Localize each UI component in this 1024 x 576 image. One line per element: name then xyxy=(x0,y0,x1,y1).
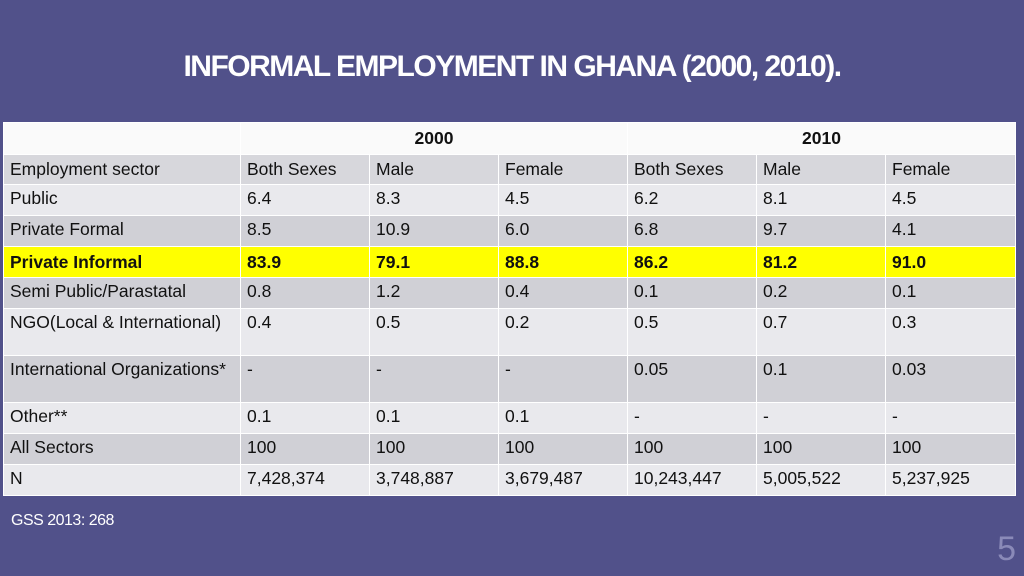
value-cell: - xyxy=(498,355,628,403)
year-2010-header: 2010 xyxy=(627,122,1016,155)
value-cell: 5,005,522 xyxy=(756,464,886,496)
value-cell: 0.5 xyxy=(369,308,499,356)
value-cell: 4.5 xyxy=(498,184,628,216)
value-cell: 0.03 xyxy=(885,355,1016,403)
header-both-sexes-2010: Both Sexes xyxy=(627,154,757,185)
value-cell: 100 xyxy=(369,433,499,465)
highlighted-row: Private Informal 83.9 79.1 88.8 86.2 81.… xyxy=(3,246,1016,278)
value-cell: 0.2 xyxy=(498,308,628,356)
value-cell: - xyxy=(627,402,757,434)
value-cell: 100 xyxy=(240,433,370,465)
value-cell: - xyxy=(240,355,370,403)
value-cell: 6.0 xyxy=(498,215,628,247)
value-cell: 83.9 xyxy=(240,246,370,278)
value-cell: 86.2 xyxy=(627,246,757,278)
value-cell: 88.8 xyxy=(498,246,628,278)
value-cell: 0.1 xyxy=(240,402,370,434)
header-both-sexes-2000: Both Sexes xyxy=(240,154,370,185)
slide-title: INFORMAL EMPLOYMENT IN GHANA (2000, 2010… xyxy=(183,50,842,83)
value-cell: 1.2 xyxy=(369,277,499,309)
table-row: Semi Public/Parastatal 0.8 1.2 0.4 0.1 0… xyxy=(3,277,1016,309)
value-cell: 0.1 xyxy=(627,277,757,309)
value-cell: 9.7 xyxy=(756,215,886,247)
value-cell: 7,428,374 xyxy=(240,464,370,496)
value-cell: 0.1 xyxy=(498,402,628,434)
slide-number: 5 xyxy=(997,530,1016,568)
value-cell: 6.8 xyxy=(627,215,757,247)
value-cell: 10,243,447 xyxy=(627,464,757,496)
column-header-row: Employment sector Both Sexes Male Female… xyxy=(3,154,1016,185)
value-cell: 5,237,925 xyxy=(885,464,1016,496)
value-cell: - xyxy=(369,355,499,403)
value-cell: 10.9 xyxy=(369,215,499,247)
sector-cell: Private Informal xyxy=(3,246,241,278)
table-row: International Organizations* - - - 0.05 … xyxy=(3,355,1016,403)
header-male-2010: Male xyxy=(756,154,886,185)
table-row: Private Formal 8.5 10.9 6.0 6.8 9.7 4.1 xyxy=(3,215,1016,247)
header-female-2000: Female xyxy=(498,154,628,185)
header-sector: Employment sector xyxy=(3,154,241,185)
table-row: NGO(Local & International) 0.4 0.5 0.2 0… xyxy=(3,308,1016,356)
value-cell: 0.5 xyxy=(627,308,757,356)
value-cell: 100 xyxy=(756,433,886,465)
sector-cell: NGO(Local & International) xyxy=(3,308,241,356)
value-cell: 81.2 xyxy=(756,246,886,278)
value-cell: 0.1 xyxy=(369,402,499,434)
value-cell: 79.1 xyxy=(369,246,499,278)
value-cell: 0.1 xyxy=(885,277,1016,309)
table-row: N 7,428,374 3,748,887 3,679,487 10,243,4… xyxy=(3,464,1016,496)
year-2000-header: 2000 xyxy=(240,122,628,155)
value-cell: 6.4 xyxy=(240,184,370,216)
table-row: All Sectors 100 100 100 100 100 100 xyxy=(3,433,1016,465)
value-cell: 0.1 xyxy=(756,355,886,403)
value-cell: 8.5 xyxy=(240,215,370,247)
year-header-row: 2000 2010 xyxy=(3,122,1016,155)
value-cell: 3,748,887 xyxy=(369,464,499,496)
table-row: Public 6.4 8.3 4.5 6.2 8.1 4.5 xyxy=(3,184,1016,216)
value-cell: - xyxy=(885,402,1016,434)
value-cell: 0.4 xyxy=(498,277,628,309)
value-cell: 8.1 xyxy=(756,184,886,216)
header-male-2000: Male xyxy=(369,154,499,185)
value-cell: 0.3 xyxy=(885,308,1016,356)
employment-table: 2000 2010 Employment sector Both Sexes M… xyxy=(3,122,1016,496)
sector-cell: Other** xyxy=(3,402,241,434)
sector-cell: Private Formal xyxy=(3,215,241,247)
value-cell: 0.7 xyxy=(756,308,886,356)
value-cell: - xyxy=(756,402,886,434)
blank-corner-cell xyxy=(3,122,241,155)
sector-cell: Semi Public/Parastatal xyxy=(3,277,241,309)
table-row: Other** 0.1 0.1 0.1 - - - xyxy=(3,402,1016,434)
value-cell: 4.5 xyxy=(885,184,1016,216)
value-cell: 0.05 xyxy=(627,355,757,403)
value-cell: 0.8 xyxy=(240,277,370,309)
value-cell: 8.3 xyxy=(369,184,499,216)
sector-cell: Public xyxy=(3,184,241,216)
value-cell: 91.0 xyxy=(885,246,1016,278)
value-cell: 100 xyxy=(498,433,628,465)
value-cell: 100 xyxy=(885,433,1016,465)
value-cell: 3,679,487 xyxy=(498,464,628,496)
sector-cell: N xyxy=(3,464,241,496)
value-cell: 4.1 xyxy=(885,215,1016,247)
value-cell: 6.2 xyxy=(627,184,757,216)
value-cell: 0.4 xyxy=(240,308,370,356)
value-cell: 0.2 xyxy=(756,277,886,309)
sector-cell: International Organizations* xyxy=(3,355,241,403)
source-citation: GSS 2013: 268 xyxy=(11,512,114,529)
value-cell: 100 xyxy=(627,433,757,465)
header-female-2010: Female xyxy=(885,154,1016,185)
sector-cell: All Sectors xyxy=(3,433,241,465)
